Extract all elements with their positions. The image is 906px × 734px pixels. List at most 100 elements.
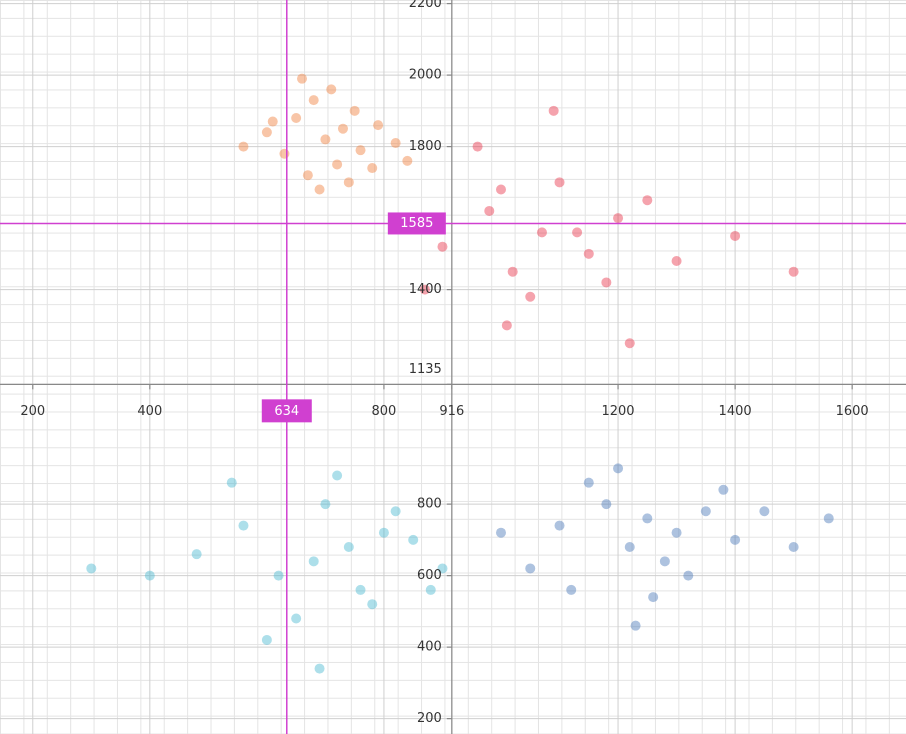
point (572, 227, 583, 238)
point (402, 155, 413, 166)
point (566, 584, 577, 595)
point (554, 520, 565, 531)
point (700, 506, 711, 517)
point (314, 184, 325, 195)
y-tick-label: 2000 (409, 68, 442, 83)
point (378, 527, 389, 538)
point (337, 123, 348, 134)
point (525, 291, 536, 302)
x-tick-label: 916 (439, 404, 464, 419)
point (191, 549, 202, 560)
point (630, 620, 641, 631)
point (367, 163, 378, 174)
point (320, 134, 331, 145)
point (226, 477, 237, 488)
point (261, 127, 272, 138)
point (349, 105, 360, 116)
point (279, 148, 290, 159)
point (484, 205, 495, 216)
point (425, 584, 436, 595)
point (390, 506, 401, 517)
point (495, 184, 506, 195)
point (291, 112, 302, 123)
x-tick-label: 200 (20, 404, 45, 419)
point (642, 513, 653, 524)
point (613, 213, 624, 224)
y-tick-label: 800 (417, 497, 442, 512)
point (355, 145, 366, 156)
point (583, 248, 594, 259)
point (536, 227, 547, 238)
x-tick-label: 1600 (836, 404, 869, 419)
point (390, 138, 401, 149)
point (671, 255, 682, 266)
point (437, 241, 448, 252)
point (343, 542, 354, 553)
y-tick-label: 1135 (409, 362, 442, 377)
point (525, 563, 536, 574)
point (238, 520, 249, 531)
y-tick-label: 600 (417, 568, 442, 583)
point (613, 463, 624, 474)
point (730, 230, 741, 241)
point (683, 570, 694, 581)
point (495, 527, 506, 538)
point (437, 563, 448, 574)
point (671, 527, 682, 538)
point (302, 170, 313, 181)
point (308, 556, 319, 567)
point (554, 177, 565, 188)
point (601, 277, 612, 288)
point (297, 73, 307, 84)
y-tick-label: 200 (417, 711, 442, 726)
x-tick-label: 400 (137, 404, 162, 419)
point (291, 613, 302, 624)
point (355, 584, 366, 595)
point (648, 592, 659, 603)
point (332, 159, 343, 170)
crosshair-x-badge (261, 399, 312, 423)
point (419, 284, 430, 295)
point (659, 556, 670, 567)
point (238, 141, 249, 152)
point (373, 120, 384, 131)
x-tick-label: 1400 (719, 404, 752, 419)
point (408, 534, 419, 545)
point (343, 177, 354, 188)
y-tick-label: 1400 (409, 282, 442, 297)
y-tick-label: 400 (417, 640, 442, 655)
point (583, 477, 594, 488)
point (308, 95, 319, 106)
point (548, 105, 559, 116)
y-tick-label: 1800 (409, 139, 442, 154)
point (144, 570, 155, 581)
point (642, 195, 653, 206)
crosshair-x-label: 634 (274, 404, 299, 419)
point (788, 542, 799, 553)
x-tick-label: 1200 (601, 404, 634, 419)
point (718, 484, 729, 495)
point (601, 499, 612, 510)
x-tick-label: 800 (372, 404, 397, 419)
point (624, 542, 635, 553)
point (788, 266, 799, 277)
crosshair-y-badge (387, 212, 446, 235)
point (367, 599, 378, 610)
point (759, 506, 770, 517)
point (326, 84, 337, 95)
point (273, 570, 284, 581)
point (730, 534, 741, 545)
point (501, 320, 512, 331)
y-tick-label: 2200 (409, 0, 442, 11)
point (314, 663, 325, 674)
point (261, 634, 272, 645)
point (320, 499, 331, 510)
point (472, 141, 483, 152)
point (823, 513, 834, 524)
crosshair-y-label: 1585 (400, 216, 433, 231)
point (267, 116, 278, 127)
point (332, 470, 343, 481)
point (86, 563, 97, 574)
point (624, 338, 635, 349)
